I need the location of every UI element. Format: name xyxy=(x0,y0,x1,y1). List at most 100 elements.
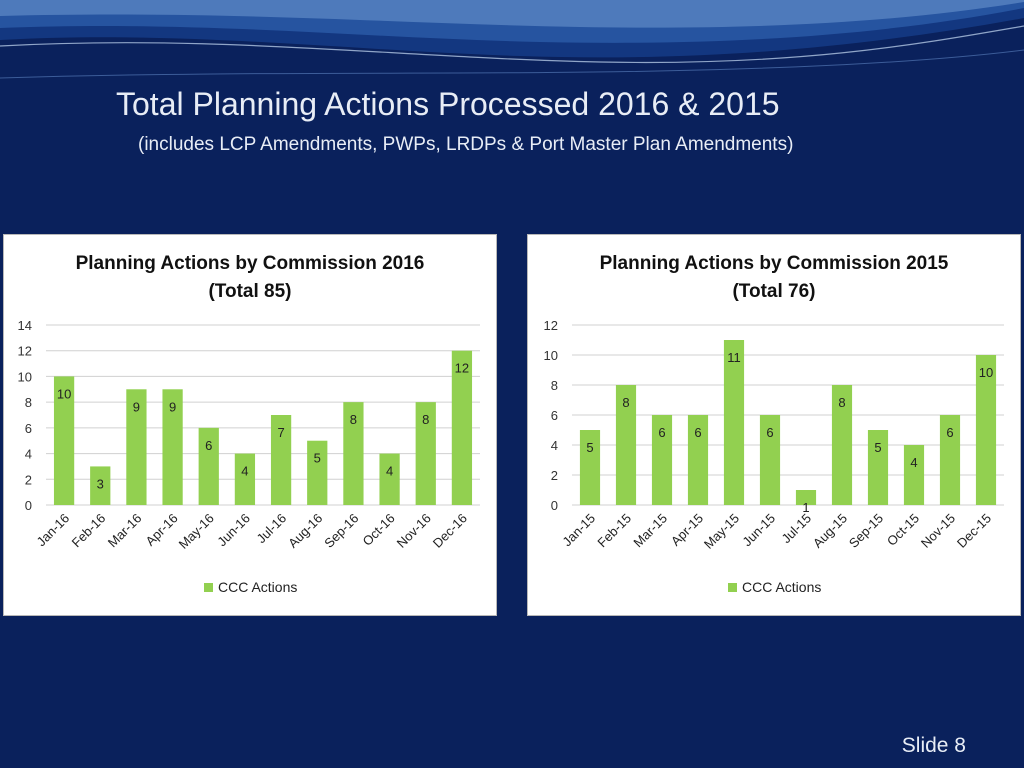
legend-label: CCC Actions xyxy=(742,579,821,595)
bar xyxy=(198,427,219,505)
data-label: 5 xyxy=(314,451,321,466)
y-tick-label: 4 xyxy=(551,438,558,453)
y-tick-label: 2 xyxy=(551,468,558,483)
y-tick-label: 14 xyxy=(18,318,32,333)
x-tick-label: Nov-16 xyxy=(394,511,434,551)
x-tick-label: Mar-16 xyxy=(105,511,145,551)
x-tick-label: Jun-16 xyxy=(214,511,253,550)
x-tick-label: Jan-15 xyxy=(559,511,598,550)
data-label: 8 xyxy=(422,412,429,427)
data-label: 6 xyxy=(694,425,701,440)
x-tick-label: Jun-15 xyxy=(739,511,778,550)
data-label: 10 xyxy=(57,386,71,401)
data-label: 8 xyxy=(838,395,845,410)
x-tick-label: Jul-15 xyxy=(778,511,814,547)
bar xyxy=(687,415,709,505)
y-tick-label: 6 xyxy=(25,421,32,436)
x-tick-label: Apr-15 xyxy=(668,511,706,549)
bar-chart-2016: Planning Actions by Commission 2016 (Tota… xyxy=(18,253,480,595)
bar xyxy=(162,389,183,505)
bar xyxy=(651,415,673,505)
bar xyxy=(831,385,853,505)
data-label: 4 xyxy=(241,464,248,479)
y-tick-label: 6 xyxy=(551,408,558,423)
y-tick-label: 8 xyxy=(551,378,558,393)
bar xyxy=(90,466,111,505)
y-tick-label: 2 xyxy=(25,472,32,487)
x-tick-label: Oct-16 xyxy=(360,511,398,549)
bar xyxy=(579,430,601,505)
y-tick-label: 12 xyxy=(18,344,32,359)
bar xyxy=(759,415,781,505)
bar xyxy=(415,402,436,505)
x-tick-label: Mar-15 xyxy=(630,511,670,551)
data-label: 7 xyxy=(277,425,284,440)
data-label: 8 xyxy=(350,412,357,427)
data-label: 4 xyxy=(910,455,917,470)
data-label: 6 xyxy=(946,425,953,440)
data-label: 6 xyxy=(766,425,773,440)
data-label: 1 xyxy=(802,500,809,515)
chart-title: Planning Actions by Commission 2015 xyxy=(600,253,949,274)
data-label: 4 xyxy=(386,464,393,479)
bar xyxy=(270,415,292,505)
data-label: 11 xyxy=(727,350,741,365)
y-tick-label: 0 xyxy=(25,498,32,513)
x-tick-label: Apr-16 xyxy=(142,511,180,549)
data-label: 9 xyxy=(169,399,176,414)
bar xyxy=(867,430,889,505)
bar xyxy=(975,355,997,505)
bar xyxy=(939,415,961,505)
bar xyxy=(53,376,75,505)
bar xyxy=(723,340,745,505)
x-tick-label: Feb-16 xyxy=(69,511,109,551)
header-wave-decoration xyxy=(0,0,1024,79)
x-tick-label: Oct-15 xyxy=(884,511,922,549)
x-tick-label: Aug-16 xyxy=(285,511,325,551)
y-tick-label: 4 xyxy=(25,447,32,462)
bar xyxy=(307,440,328,505)
x-tick-label: Jul-16 xyxy=(254,511,290,547)
bar xyxy=(379,453,400,505)
chart-panel-2016: Planning Actions by Commission 2016 (Tota… xyxy=(3,234,497,616)
chart-panel-2015: Planning Actions by Commission 2015 (Tota… xyxy=(527,234,1021,616)
x-tick-label: Sep-16 xyxy=(321,511,361,551)
y-tick-label: 8 xyxy=(25,395,32,410)
bar-chart-2015: Planning Actions by Commission 2015 (Tota… xyxy=(544,253,1004,595)
data-label: 8 xyxy=(622,395,629,410)
x-tick-label: May-16 xyxy=(176,511,217,552)
x-tick-label: Jan-16 xyxy=(33,511,72,550)
slide-subtitle: (includes LCP Amendments, PWPs, LRDPs & … xyxy=(138,134,794,155)
x-tick-label: May-15 xyxy=(701,511,742,552)
chart-title: (Total 76) xyxy=(732,281,815,302)
x-tick-label: Sep-15 xyxy=(846,511,886,551)
y-tick-label: 12 xyxy=(544,318,558,333)
x-tick-label: Dec-15 xyxy=(954,511,994,551)
bar xyxy=(451,350,473,505)
bar xyxy=(903,445,925,505)
legend-label: CCC Actions xyxy=(218,579,297,595)
slide-title: Total Planning Actions Processed 2016 & … xyxy=(116,86,780,122)
slide-number: Slide 8 xyxy=(901,734,966,757)
data-label: 9 xyxy=(133,399,140,414)
x-tick-label: Feb-15 xyxy=(594,511,634,551)
data-label: 5 xyxy=(874,440,881,455)
legend-swatch xyxy=(728,583,737,592)
bar xyxy=(126,389,147,505)
y-tick-label: 0 xyxy=(551,498,558,513)
data-label: 6 xyxy=(658,425,665,440)
y-tick-label: 10 xyxy=(544,348,558,363)
bar xyxy=(343,402,364,505)
data-label: 6 xyxy=(205,438,212,453)
data-label: 5 xyxy=(586,440,593,455)
y-tick-label: 10 xyxy=(18,369,32,384)
data-label: 10 xyxy=(979,365,993,380)
data-label: 3 xyxy=(97,476,104,491)
x-tick-label: Aug-15 xyxy=(810,511,850,551)
x-tick-label: Nov-15 xyxy=(918,511,958,551)
x-tick-label: Dec-16 xyxy=(430,511,470,551)
legend-swatch xyxy=(204,583,213,592)
chart-title: Planning Actions by Commission 2016 xyxy=(76,253,425,274)
bar xyxy=(795,490,817,505)
chart-title: (Total 85) xyxy=(208,281,291,302)
